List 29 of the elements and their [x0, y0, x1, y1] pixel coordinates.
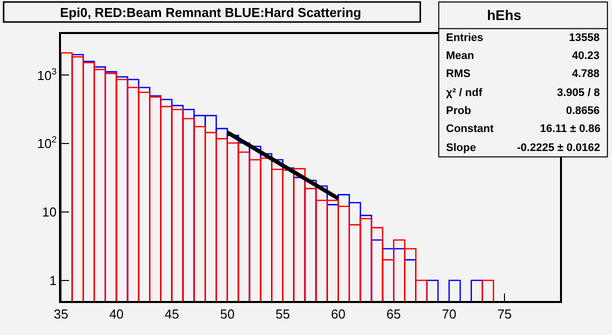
annotation: Prob	[446, 105, 472, 117]
annotation: Constant	[446, 123, 494, 135]
text: 13558	[569, 32, 600, 44]
annotation: 3.905 / 8	[557, 87, 600, 99]
x-tick-label: 75	[497, 306, 512, 322]
x-tick-label: 35	[54, 306, 68, 322]
text: hEhs	[487, 7, 522, 23]
annotation: Entries	[446, 32, 484, 44]
chart-title: Epi0, RED:Beam Remnant BLUE:Hard Scattering	[60, 5, 362, 20]
y-tick-label: 10	[42, 204, 57, 220]
y-tick-label: 10$^{3}$	[37, 66, 57, 83]
annotation: -0.2225 ± 0.0162	[517, 142, 600, 154]
x-tick-label: 50	[220, 306, 235, 322]
annotation: RMS	[446, 68, 470, 80]
x-tick-label: 70	[442, 306, 456, 322]
text: 40.23	[572, 50, 600, 62]
annotation: Mean	[446, 50, 474, 62]
x-tick-label: 65	[386, 306, 401, 322]
annotation: χ² / ndf	[446, 87, 483, 99]
text: 0.8656	[566, 105, 600, 117]
x-tick-label: 55	[276, 306, 290, 322]
annotation: 16.11 ± 0.86	[540, 123, 600, 135]
x-tick-label: 40	[109, 306, 124, 322]
annotation: Slope	[446, 142, 476, 154]
text: 4.788	[572, 68, 600, 80]
x-tick-label: 45	[164, 306, 180, 322]
y-tick-label: 1	[49, 272, 57, 288]
x-tick-label: 60	[330, 306, 346, 322]
y-tick-label: 10$^{2}$	[37, 134, 57, 152]
